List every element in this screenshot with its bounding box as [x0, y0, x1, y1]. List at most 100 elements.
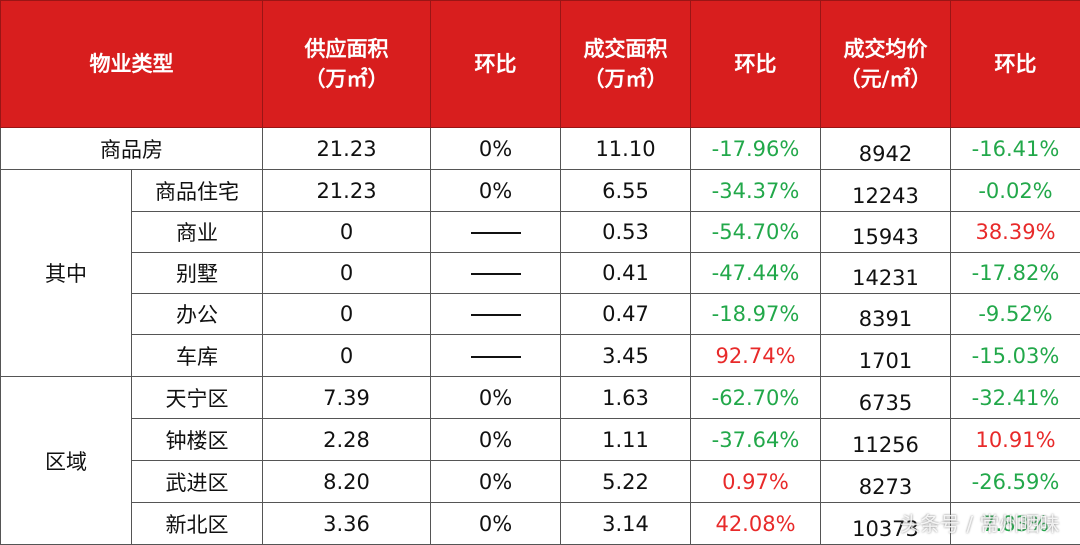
- row-type-name: 商品住宅: [132, 170, 263, 212]
- header-deal-area: 成交面积 （万㎡）: [561, 1, 691, 128]
- deal-mom-cell: 92.74%: [691, 335, 821, 377]
- supply-mom-cell: 0%: [431, 170, 561, 212]
- deal-area-cell: 0.53: [561, 212, 691, 253]
- deal-mom-cell: 42.08%: [691, 503, 821, 545]
- avg-price-cell: 11256: [821, 419, 951, 461]
- row-type-name: 新北区: [132, 503, 263, 545]
- row-type-name: 商业: [132, 212, 263, 253]
- avg-price-cell: 8273: [821, 461, 951, 503]
- deal-area-cell: 0.41: [561, 253, 691, 294]
- deal-area-cell: 5.22: [561, 461, 691, 503]
- header-supply-unit: （万㎡）: [263, 64, 430, 94]
- price-mom-cell: 10.91%: [951, 419, 1080, 461]
- supply-mom-cell: 0%: [431, 128, 561, 170]
- supply-area-cell: 2.28: [263, 419, 431, 461]
- deal-area-cell: 1.63: [561, 377, 691, 419]
- supply-mom-cell: 0%: [431, 419, 561, 461]
- price-mom-cell: -17.82%: [951, 253, 1080, 294]
- price-mom-cell: -32.41%: [951, 377, 1080, 419]
- header-type: 物业类型: [1, 1, 263, 128]
- supply-area-cell: 7.39: [263, 377, 431, 419]
- row-type-name: 别墅: [132, 253, 263, 294]
- deal-area-cell: 0.47: [561, 294, 691, 335]
- price-mom-cell: -0.02%: [951, 170, 1080, 212]
- deal-mom-cell: -37.64%: [691, 419, 821, 461]
- price-mom-cell: -26.59%: [951, 461, 1080, 503]
- header-supply-area-label: 供应面积: [263, 34, 430, 64]
- group-label-qizhong: 其中: [1, 170, 132, 377]
- dash-placeholder: [471, 356, 521, 358]
- avg-price-cell: 14231: [821, 253, 951, 294]
- price-mom-cell: -16.41%: [951, 128, 1080, 170]
- header-avg-price-unit: （元/㎡）: [821, 64, 950, 94]
- header-deal-unit: （万㎡）: [561, 64, 690, 94]
- header-supply-area: 供应面积 （万㎡）: [263, 1, 431, 128]
- deal-area-cell: 1.11: [561, 419, 691, 461]
- supply-area-cell: 0: [263, 253, 431, 294]
- header-price-mom: 环比: [951, 1, 1080, 128]
- supply-mom-cell: [431, 212, 561, 253]
- row-type-name: 车库: [132, 335, 263, 377]
- header-supply-mom: 环比: [431, 1, 561, 128]
- supply-mom-cell: 0%: [431, 461, 561, 503]
- deal-area-cell: 11.10: [561, 128, 691, 170]
- avg-price-cell: 8942: [821, 128, 951, 170]
- deal-mom-cell: -34.37%: [691, 170, 821, 212]
- avg-price-cell: 12243: [821, 170, 951, 212]
- row-type-name: 商品房: [1, 128, 263, 170]
- supply-area-cell: 8.20: [263, 461, 431, 503]
- supply-area-cell: 21.23: [263, 170, 431, 212]
- price-mom-cell: -9.52%: [951, 294, 1080, 335]
- supply-mom-cell: 0%: [431, 503, 561, 545]
- deal-area-cell: 3.14: [561, 503, 691, 545]
- row-type-name: 武进区: [132, 461, 263, 503]
- deal-area-cell: 6.55: [561, 170, 691, 212]
- supply-area-cell: 3.36: [263, 503, 431, 545]
- row-type-name: 天宁区: [132, 377, 263, 419]
- supply-mom-cell: [431, 253, 561, 294]
- header-deal-area-label: 成交面积: [561, 34, 690, 64]
- header-avg-price: 成交均价 （元/㎡）: [821, 1, 951, 128]
- watermark: 头条号 / 常州晒味: [900, 508, 1059, 537]
- row-type-name: 办公: [132, 294, 263, 335]
- row-type-name: 钟楼区: [132, 419, 263, 461]
- deal-mom-cell: -17.96%: [691, 128, 821, 170]
- supply-area-cell: 0: [263, 335, 431, 377]
- dash-placeholder: [471, 273, 521, 275]
- deal-mom-cell: -18.97%: [691, 294, 821, 335]
- deal-mom-cell: -62.70%: [691, 377, 821, 419]
- deal-mom-cell: -54.70%: [691, 212, 821, 253]
- avg-price-cell: 6735: [821, 377, 951, 419]
- supply-mom-cell: [431, 294, 561, 335]
- supply-mom-cell: 0%: [431, 377, 561, 419]
- header-row: 物业类型 供应面积 （万㎡） 环比 成交面积 （万㎡） 环比 成交均价 （元/㎡…: [1, 1, 1080, 128]
- price-mom-cell: -15.03%: [951, 335, 1080, 377]
- group-label-quyu: 区域: [1, 377, 132, 545]
- deal-mom-cell: 0.97%: [691, 461, 821, 503]
- deal-mom-cell: -47.44%: [691, 253, 821, 294]
- avg-price-cell: 8391: [821, 294, 951, 335]
- avg-price-cell: 15943: [821, 212, 951, 253]
- deal-area-cell: 3.45: [561, 335, 691, 377]
- supply-area-cell: 0: [263, 294, 431, 335]
- dash-placeholder: [471, 232, 521, 234]
- header-deal-mom: 环比: [691, 1, 821, 128]
- avg-price-cell: 1701: [821, 335, 951, 377]
- header-avg-price-label: 成交均价: [821, 34, 950, 64]
- supply-mom-cell: [431, 335, 561, 377]
- supply-area-cell: 0: [263, 212, 431, 253]
- price-mom-cell: 38.39%: [951, 212, 1080, 253]
- dash-placeholder: [471, 314, 521, 316]
- supply-area-cell: 21.23: [263, 128, 431, 170]
